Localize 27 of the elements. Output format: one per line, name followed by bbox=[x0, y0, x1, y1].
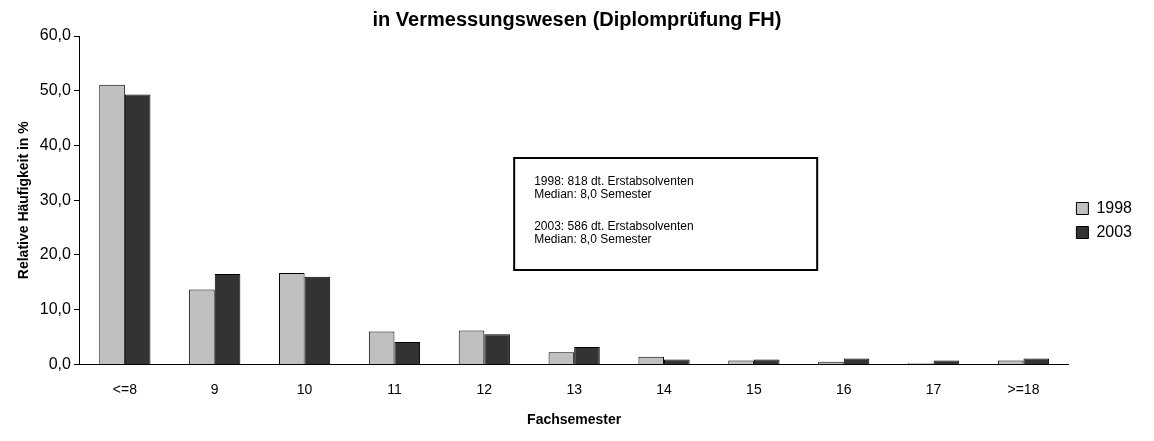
x-tick-label: 17 bbox=[925, 380, 942, 397]
legend-label: 2003 bbox=[1096, 222, 1133, 240]
y-tick-label: 10,0 bbox=[39, 300, 72, 318]
x-tick-label: >=18 bbox=[1007, 380, 1040, 397]
y-tick-label: 20,0 bbox=[39, 245, 72, 263]
x-tick-label: 13 bbox=[566, 380, 583, 397]
chart-title: in Vermessungswesen (Diplomprüfung FH) bbox=[372, 7, 782, 30]
y-tick-label: 60,0 bbox=[39, 26, 72, 44]
x-tick-label: 9 bbox=[210, 380, 219, 397]
x-tick-label: 15 bbox=[746, 380, 762, 397]
y-axis-title: Relative Häufigkeit in % bbox=[15, 120, 32, 280]
y-tick-label: 50,0 bbox=[39, 81, 72, 99]
x-axis-title: Fachsemester bbox=[527, 411, 622, 428]
annotation: Median: 8,0 Semester bbox=[534, 232, 652, 247]
x-tick-label: 12 bbox=[476, 380, 493, 397]
annotation: Median: 8,0 Semester bbox=[534, 187, 652, 202]
y-tick-label: 40,0 bbox=[39, 135, 72, 153]
x-tick-label: 14 bbox=[656, 380, 673, 397]
x-tick-label: 11 bbox=[387, 380, 402, 397]
x-tick-label: 16 bbox=[835, 380, 852, 397]
y-tick-label: 30,0 bbox=[39, 190, 72, 208]
annotation: 2003: 586 dt. Erstabsolventen bbox=[534, 219, 694, 234]
annotation: 1998: 818 dt. Erstabsolventen bbox=[534, 174, 694, 189]
x-tick-label: <=8 bbox=[112, 380, 138, 397]
legend-label: 1998 bbox=[1096, 198, 1133, 216]
x-tick-label: 10 bbox=[296, 380, 313, 397]
y-tick-label: 0,0 bbox=[48, 354, 72, 372]
